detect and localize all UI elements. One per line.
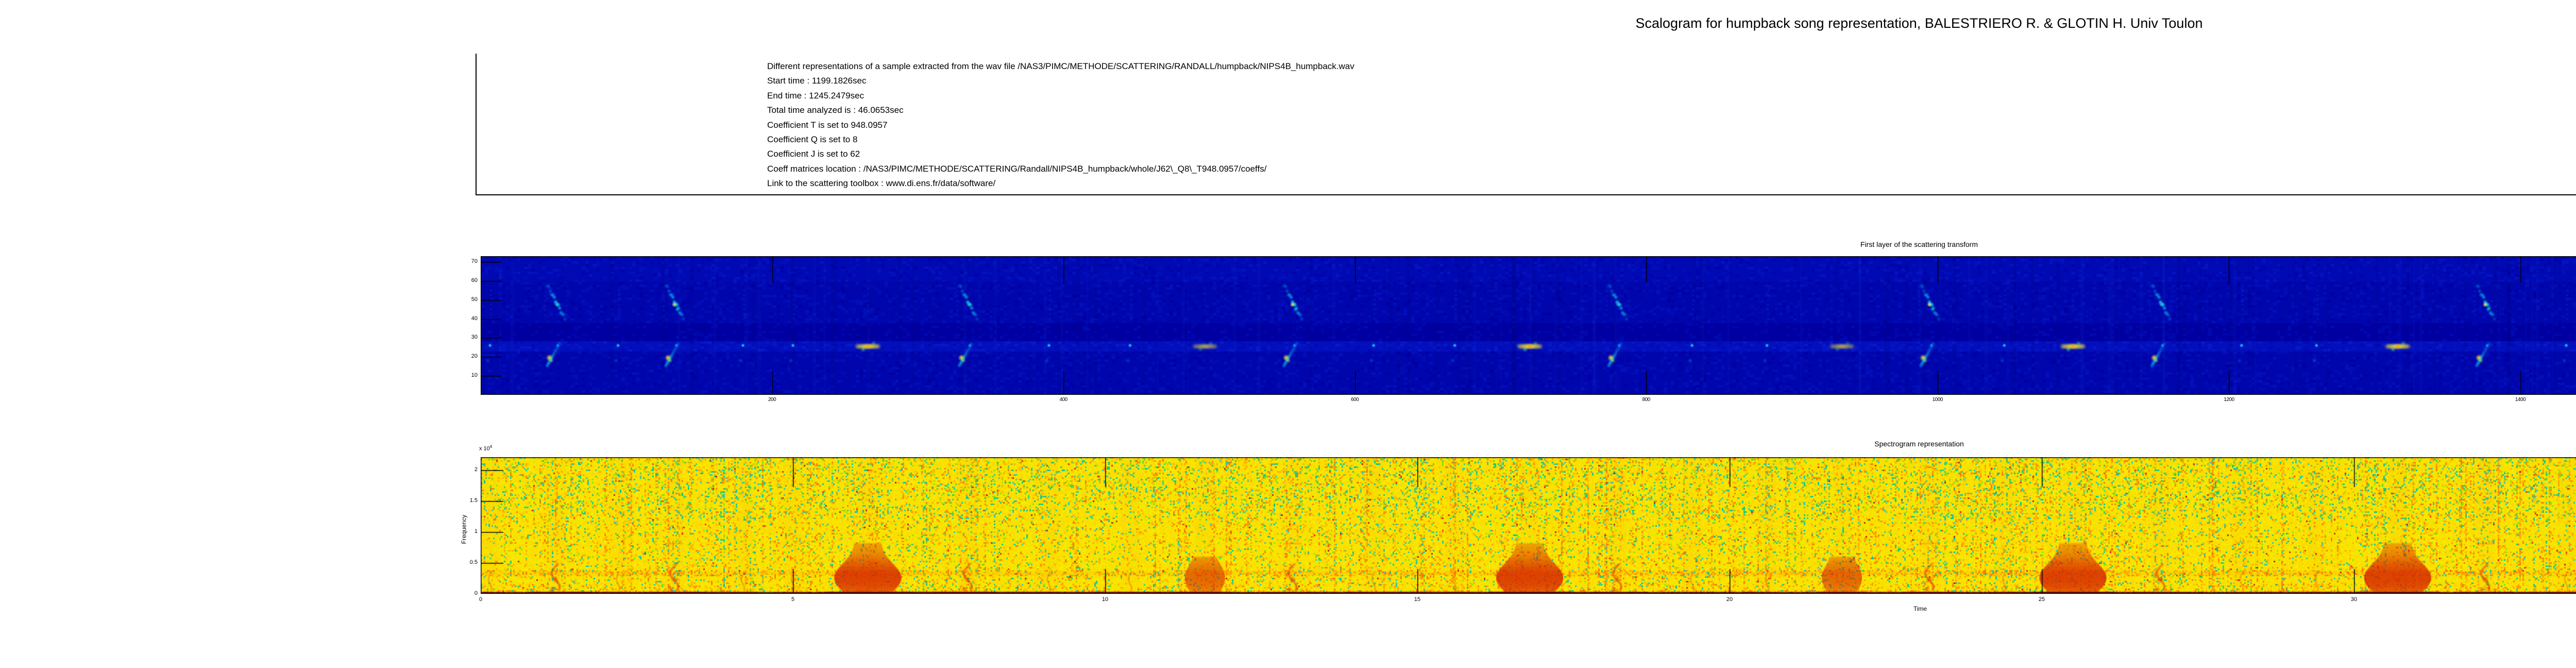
tick-label: 25 — [2038, 596, 2045, 603]
spectrogram-heatmap — [481, 457, 2576, 594]
tick-label: 800 — [1642, 397, 1651, 403]
tick-label: 15 — [1414, 596, 1421, 603]
info-box-left-axis — [476, 54, 477, 194]
tick-label: 0.5 — [469, 559, 478, 565]
time-axis-label: Time — [1913, 605, 1927, 612]
tick-label: 600 — [1351, 397, 1359, 403]
spectrogram-plot-title: Spectrogram representation — [1874, 440, 1964, 448]
info-line: Link to the scattering toolbox : www.di.… — [767, 178, 996, 189]
tick-label: 1000 — [1932, 397, 1943, 403]
tick-label: 2 — [474, 466, 478, 473]
info-line: Start time : 1199.1826sec — [767, 76, 867, 86]
tick-label: 30 — [2350, 596, 2358, 603]
info-panel: Different representations of a sample ex… — [767, 59, 1354, 191]
tick-label: 10 — [1101, 596, 1109, 603]
figure-title: Scalogram for humpback song representati… — [1635, 15, 2203, 31]
info-line: Coefficient Q is set to 8 — [767, 135, 858, 145]
info-box-bottom-axis — [476, 194, 2576, 195]
tick-label: 1.5 — [469, 497, 478, 504]
tick-label: 400 — [1059, 397, 1068, 403]
tick-label: 0 — [474, 590, 478, 596]
tick-label: 1200 — [2224, 397, 2234, 403]
tick-label: 5 — [791, 596, 795, 603]
scattering-plot-title: First layer of the scattering transform — [1860, 240, 1978, 248]
tick-label: 50 — [471, 296, 478, 303]
y-axis-exponent-label: x 104 — [479, 444, 493, 452]
tick-label: 70 — [471, 258, 478, 265]
tick-label: 1400 — [2515, 397, 2526, 403]
tick-label: 20 — [1726, 596, 1733, 603]
tick-label: 10 — [471, 372, 478, 379]
info-line: Coeff matrices location : /NAS3/PIMC/MET… — [767, 163, 1267, 174]
scattering-heatmap — [481, 256, 2576, 395]
info-line: Coefficient T is set to 948.0957 — [767, 120, 888, 130]
info-line: End time : 1245.2479sec — [767, 90, 865, 101]
tick-label: 40 — [471, 315, 478, 322]
tick-label: 1 — [474, 528, 478, 535]
tick-label: 200 — [768, 397, 776, 403]
info-line: Different representations of a sample ex… — [767, 61, 1354, 71]
tick-label: 60 — [471, 277, 478, 283]
info-line: Coefficient J is set to 62 — [767, 149, 860, 159]
info-line: Total time analyzed is : 46.0653sec — [767, 105, 904, 115]
tick-label: 20 — [471, 353, 478, 360]
tick-label: 0 — [479, 596, 483, 603]
tick-label: 30 — [471, 334, 478, 341]
